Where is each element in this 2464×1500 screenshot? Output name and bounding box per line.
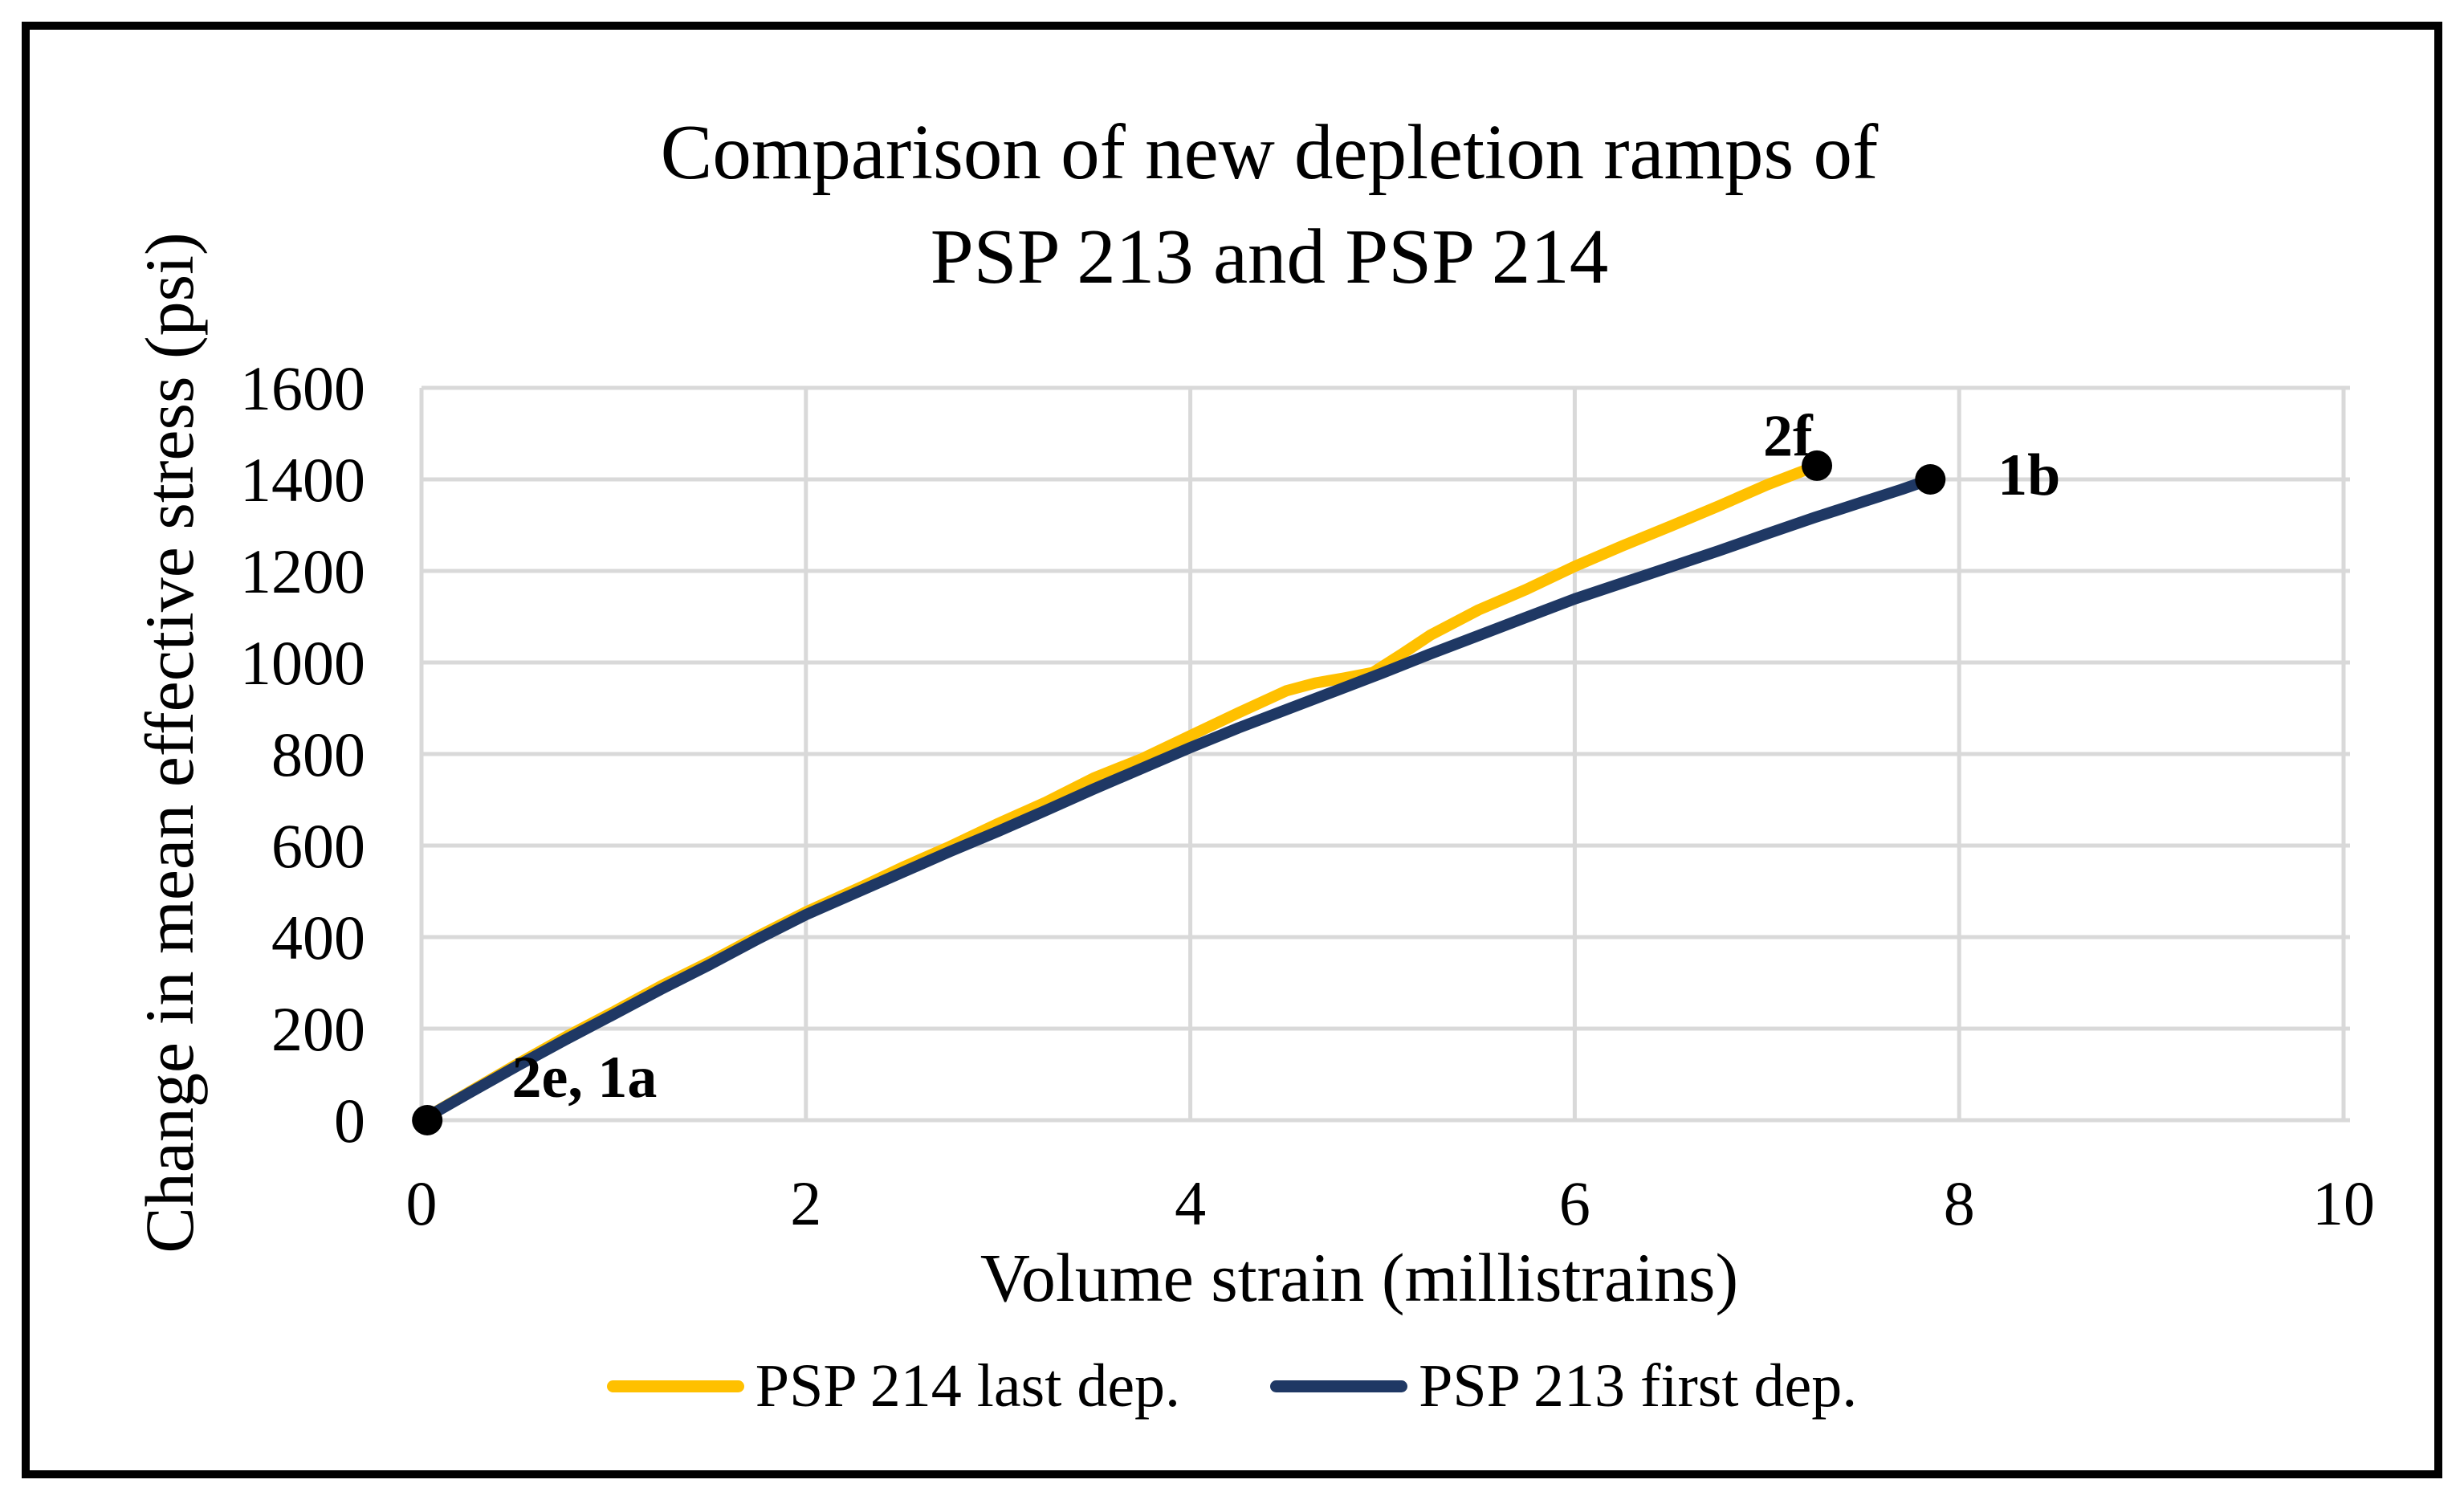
legend-swatch-psp-214-icon <box>606 1380 744 1392</box>
chart-title-line-2: PSP 213 and PSP 214 <box>931 214 1609 300</box>
x-tick-label-0: 0 <box>406 1168 438 1238</box>
gridlines <box>419 385 2350 1123</box>
x-tick-label-4: 4 <box>1175 1168 1206 1238</box>
y-tick-label-400: 400 <box>271 903 365 972</box>
series-line-psp-214-last-dep- <box>416 459 1823 1126</box>
y-tick-label-1200: 1200 <box>240 536 365 606</box>
y-axis-title: Change in mean effective stress (psi) <box>131 232 208 1253</box>
y-tick-label-1000: 1000 <box>240 628 365 698</box>
annotation-1b: 1b <box>1998 442 2060 508</box>
x-tick-label-8: 8 <box>1944 1168 1975 1238</box>
tick-labels: 0 200 400 600 800 1000 1200 1400 1600 0 2 4 6 8 10 <box>240 353 2375 1238</box>
x-tick-label-6: 6 <box>1559 1168 1590 1238</box>
point-markers <box>412 450 1946 1135</box>
y-tick-label-0: 0 <box>334 1086 365 1156</box>
annotation-2e-1a: 2e, 1a <box>512 1045 658 1111</box>
legend-label-psp-213: PSP 213 first dep. <box>1419 1352 1858 1420</box>
y-tick-label-200: 200 <box>271 994 365 1064</box>
legend-item-psp-213-first-dep: PSP 213 first dep. <box>1270 1354 1857 1418</box>
x-axis-title: Volume strain (millistrains) <box>980 1239 1738 1316</box>
legend: PSP 214 last dep. PSP 213 first dep. <box>0 1354 2464 1418</box>
y-tick-label-800: 800 <box>271 719 365 789</box>
annotation-2f: 2f <box>1763 403 1814 469</box>
figure-border <box>22 22 2442 1478</box>
y-tick-label-1600: 1600 <box>240 353 365 423</box>
data-point-marker-1b <box>1915 464 1946 495</box>
chart-title-line-1: Comparison of new depletion ramps of <box>661 109 1879 195</box>
y-tick-label-600: 600 <box>271 811 365 881</box>
legend-item-psp-214-last-dep: PSP 214 last dep. <box>606 1352 1181 1420</box>
legend-swatch-psp-213-icon <box>1270 1380 1408 1392</box>
x-tick-label-10: 10 <box>2312 1168 2375 1238</box>
annotations: 2e, 1a 2f 1b <box>512 403 2061 1111</box>
x-tick-label-2: 2 <box>790 1168 821 1238</box>
series-line-psp-213-first-dep- <box>416 474 1937 1126</box>
y-tick-label-1400: 1400 <box>240 445 365 515</box>
data-point-marker-origin <box>412 1105 443 1135</box>
legend-label-psp-214: PSP 214 last dep. <box>755 1352 1181 1420</box>
series-lines <box>416 459 1937 1126</box>
data-point-marker-2f <box>1802 450 1833 481</box>
